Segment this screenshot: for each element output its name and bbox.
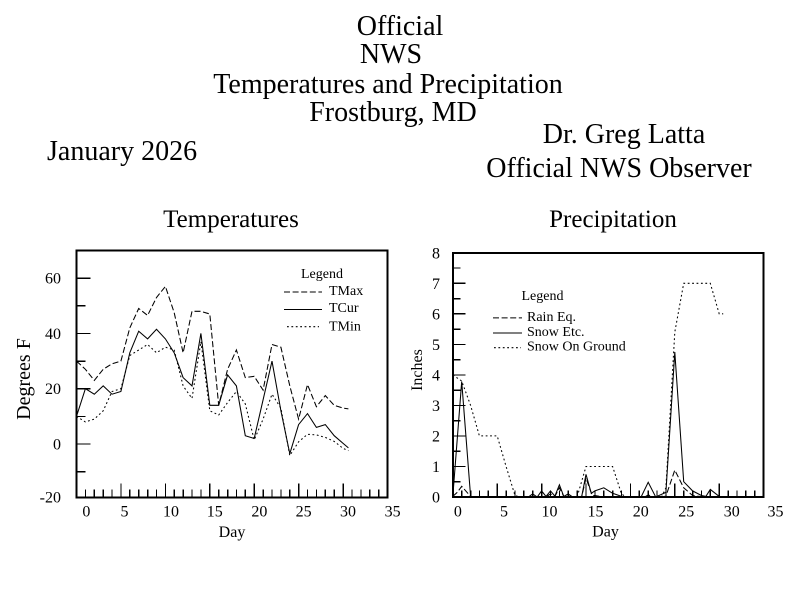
svg-text:0: 0	[454, 504, 462, 521]
svg-text:TMin: TMin	[329, 319, 361, 334]
svg-text:15: 15	[207, 504, 223, 521]
svg-text:-20: -20	[40, 490, 61, 507]
svg-text:Official: Official	[357, 11, 444, 42]
svg-text:Day: Day	[219, 524, 246, 541]
svg-text:20: 20	[45, 381, 61, 398]
svg-text:15: 15	[588, 504, 604, 521]
svg-text:40: 40	[45, 326, 61, 343]
svg-text:3: 3	[432, 398, 440, 415]
svg-text:5: 5	[432, 337, 440, 354]
svg-text:25: 25	[296, 504, 312, 521]
svg-text:25: 25	[678, 504, 694, 521]
svg-text:30: 30	[340, 504, 356, 521]
svg-text:20: 20	[633, 504, 649, 521]
svg-text:0: 0	[432, 490, 440, 507]
svg-text:60: 60	[45, 271, 61, 288]
svg-text:35: 35	[385, 504, 401, 521]
svg-text:Day: Day	[592, 524, 619, 541]
svg-text:Inches: Inches	[409, 349, 426, 391]
svg-text:Temperatures: Temperatures	[163, 206, 299, 233]
svg-text:10: 10	[163, 504, 179, 521]
svg-text:4: 4	[432, 367, 440, 384]
svg-text:0: 0	[53, 437, 61, 454]
svg-text:5: 5	[500, 504, 508, 521]
svg-text:Legend: Legend	[522, 289, 564, 304]
svg-text:8: 8	[432, 245, 440, 262]
svg-text:Frostburg, MD: Frostburg, MD	[309, 97, 477, 128]
svg-text:2: 2	[432, 428, 440, 445]
svg-text:Precipitation: Precipitation	[549, 206, 677, 233]
svg-text:Snow Etc.: Snow Etc.	[527, 325, 585, 340]
svg-text:NWS: NWS	[360, 39, 422, 70]
svg-text:1: 1	[432, 459, 440, 476]
svg-text:6: 6	[432, 306, 440, 323]
svg-text:10: 10	[542, 504, 558, 521]
svg-text:Degrees F: Degrees F	[13, 338, 35, 420]
svg-text:5: 5	[121, 504, 129, 521]
svg-text:Rain Eq.: Rain Eq.	[527, 310, 576, 325]
svg-text:Official NWS Observer: Official NWS Observer	[486, 153, 752, 184]
svg-text:20: 20	[251, 504, 267, 521]
svg-text:35: 35	[768, 504, 784, 521]
svg-text:January 2026: January 2026	[47, 136, 197, 167]
svg-text:TMax: TMax	[329, 284, 363, 299]
svg-text:Legend: Legend	[301, 267, 343, 282]
svg-text:TCur: TCur	[329, 301, 359, 316]
svg-text:0: 0	[82, 504, 90, 521]
svg-text:Dr. Greg Latta: Dr. Greg Latta	[543, 119, 706, 150]
svg-text:30: 30	[724, 504, 740, 521]
svg-text:7: 7	[432, 276, 440, 293]
svg-text:Temperatures and Precipitation: Temperatures and Precipitation	[213, 69, 562, 100]
svg-text:Snow On Ground: Snow On Ground	[527, 339, 626, 354]
